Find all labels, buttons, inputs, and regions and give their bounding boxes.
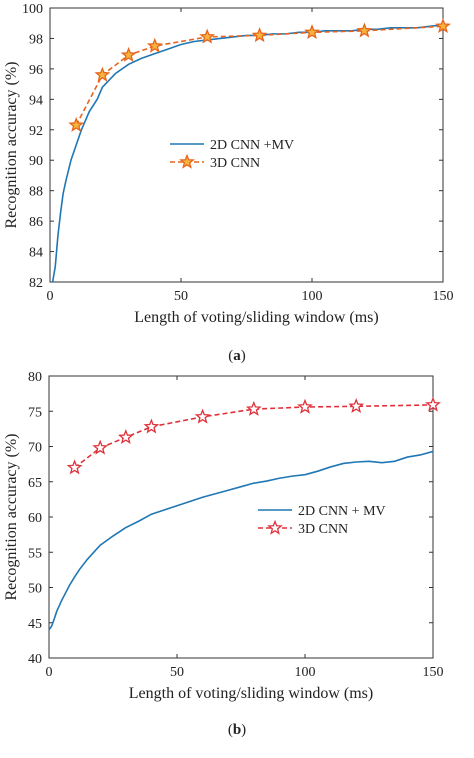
y-tick-label: 96: [29, 63, 43, 78]
y-axis-label: Recognition accuracy (%): [3, 433, 20, 600]
legend-label-1: 2D CNN + MV: [298, 504, 386, 519]
legend-marker-2: [267, 519, 283, 535]
y-tick-label: 65: [28, 476, 42, 491]
caption-b-letter: b: [232, 722, 242, 738]
y-tick-label: 86: [29, 215, 43, 230]
series-marker-2: [94, 66, 111, 82]
plot-frame: [49, 7, 444, 283]
series-marker-2: [194, 408, 211, 424]
y-tick-label: 55: [28, 546, 42, 561]
series-marker-2: [66, 459, 83, 475]
y-tick-label: 82: [29, 276, 43, 291]
series-marker-2: [68, 116, 85, 132]
series-marker-2: [120, 46, 137, 62]
y-tick-label: 60: [28, 511, 42, 526]
series-marker-2: [348, 398, 365, 414]
legend: 2D CNN +MV 3D CNN: [170, 138, 294, 171]
y-tick-label: 100: [22, 2, 43, 17]
x-tick-label: 150: [423, 665, 444, 680]
x-tick-label: 0: [46, 665, 53, 680]
caption-a-letter: a: [233, 348, 241, 364]
legend: 2D CNN + MV 3D CNN: [258, 504, 386, 537]
series-line-1: [51, 23, 444, 283]
y-tick-label: 84: [29, 246, 43, 261]
y-tick-label: 92: [29, 124, 43, 139]
y-tick-label: 80: [28, 370, 42, 385]
legend-label-2: 3D CNN: [210, 156, 260, 171]
legend-label-1: 2D CNN +MV: [210, 138, 294, 153]
x-axis-label: Length of voting/sliding window (ms): [129, 685, 373, 702]
series-marker-2: [245, 400, 262, 416]
y-tick-label: 88: [29, 185, 43, 200]
caption-b: (b): [227, 722, 247, 738]
x-tick-label: 50: [170, 665, 184, 680]
series-marker-2: [425, 396, 441, 412]
y-tick-label: 45: [28, 617, 42, 632]
x-tick-label: 150: [433, 289, 454, 304]
series-marker-2: [356, 22, 373, 38]
y-axis-label: Recognition accuracy (%): [3, 61, 20, 228]
legend-label-2: 3D CNN: [298, 522, 348, 537]
y-tick-label: 75: [28, 405, 42, 420]
series-line-1: [48, 450, 434, 631]
series-marker-2: [143, 418, 160, 434]
series-marker-2: [435, 17, 451, 33]
series-line-2: [75, 25, 444, 126]
series-marker-2: [297, 398, 313, 414]
x-tick-label: 50: [174, 289, 188, 304]
y-tick-label: 40: [28, 652, 42, 667]
series-marker-2: [92, 439, 109, 455]
legend-marker-2: [179, 153, 195, 169]
series-marker-2: [117, 429, 134, 445]
series-marker-2: [199, 28, 216, 44]
x-tick-label: 100: [302, 289, 323, 304]
y-tick-label: 98: [29, 32, 43, 47]
x-axis-label: Length of voting/sliding window (ms): [134, 309, 378, 326]
series-marker-2: [146, 37, 163, 53]
y-tick-label: 94: [29, 93, 43, 108]
y-tick-label: 70: [28, 441, 42, 456]
x-tick-label: 0: [47, 289, 54, 304]
y-tick-label: 90: [29, 154, 43, 169]
series-marker-2: [251, 27, 268, 43]
caption-a: (a): [228, 348, 246, 364]
chart-panel-b: 0 50 100 150 40 45 50 55 60 65 70 75 80 Length of vot…: [3, 370, 444, 702]
series-marker-2: [304, 24, 320, 40]
x-tick-label: 100: [295, 665, 316, 680]
y-tick-label: 50: [28, 582, 42, 597]
chart-panel-a: 0 50 100 150 82 84 86 88 90 92 94 96 98 100 Length of …: [3, 2, 454, 326]
